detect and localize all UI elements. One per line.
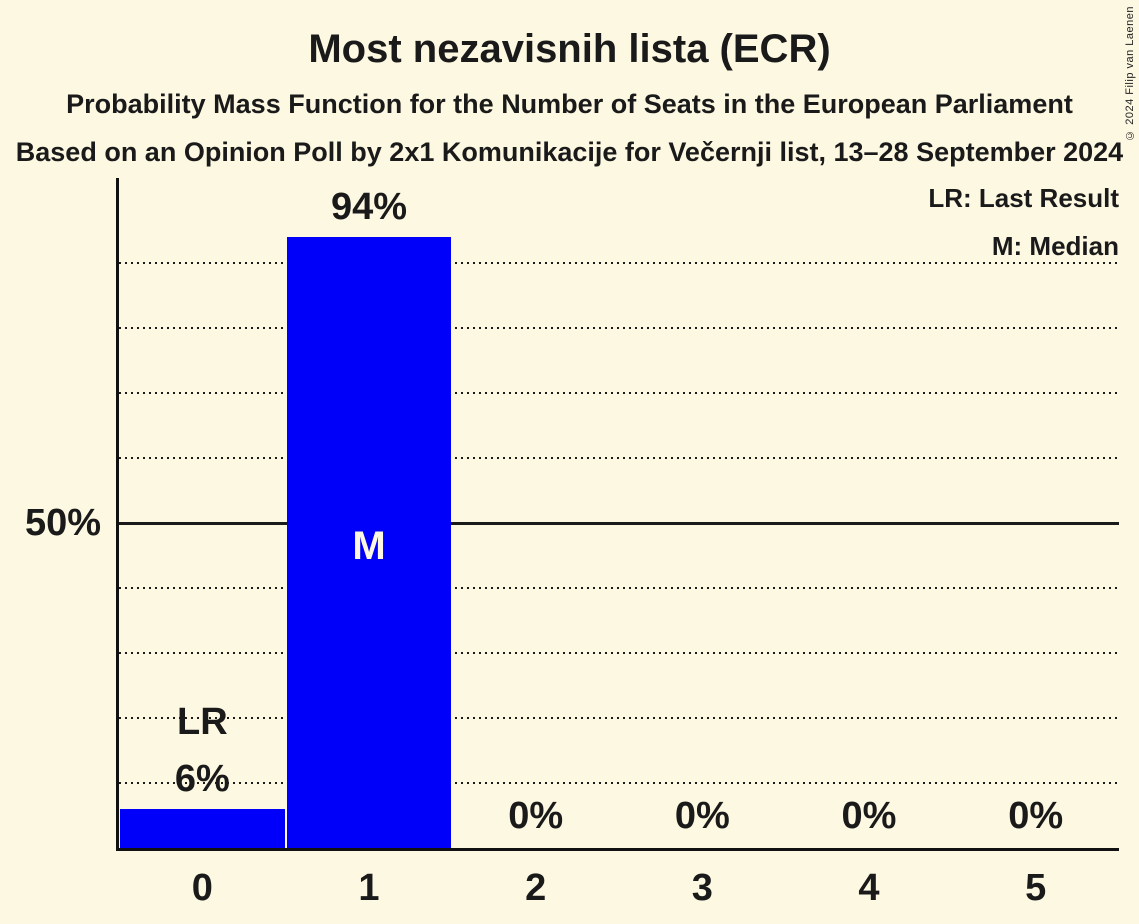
gridline-10pct (119, 782, 1119, 784)
chart-subtitle: Probability Mass Function for the Number… (66, 89, 1073, 119)
x-axis-line (116, 848, 1119, 851)
plot-area: 6% 94% 0% 0% 0% 0% LR M (119, 178, 1119, 848)
legend-median: M: Median (991, 231, 1119, 261)
chart-title: Most nezavisnih lista (ECR) (308, 27, 831, 71)
x-tick-0: 0 (191, 867, 213, 909)
x-tick-1: 1 (358, 867, 380, 909)
gridline-90pct (119, 262, 1119, 264)
bar-value-label-2: 0% (508, 795, 564, 837)
gridline-60pct (119, 457, 1119, 459)
gridline-80pct (119, 327, 1119, 329)
bar-value-label-1: 94% (330, 186, 408, 228)
bar-value-label-5: 0% (1008, 795, 1064, 837)
x-tick-2: 2 (525, 867, 547, 909)
legend-last-result: LR: Last Result (928, 183, 1119, 213)
y-tick-50: 50% (24, 502, 101, 544)
poll-source-line: Based on an Opinion Poll by 2x1 Komunika… (15, 137, 1124, 167)
x-tick-5: 5 (1025, 867, 1047, 909)
bar-value-label-4: 0% (841, 795, 897, 837)
bar-1 (286, 237, 452, 848)
x-tick-3: 3 (691, 867, 713, 909)
gridline-70pct (119, 392, 1119, 394)
copyright-notice: © 2024 Filip van Laenen (1124, 6, 1136, 141)
gridline-50pct-solid (119, 521, 1119, 525)
bar-value-label-0: 6% (174, 758, 230, 800)
gridline-40pct (119, 587, 1119, 589)
gridline-20pct (119, 717, 1119, 719)
bar-value-label-3: 0% (674, 795, 730, 837)
annotation-m: M (352, 524, 386, 568)
x-tick-4: 4 (858, 867, 880, 909)
y-axis-line (116, 178, 119, 851)
bar-0 (120, 809, 285, 848)
annotation-lr: LR (177, 701, 228, 743)
gridline-30pct (119, 652, 1119, 654)
